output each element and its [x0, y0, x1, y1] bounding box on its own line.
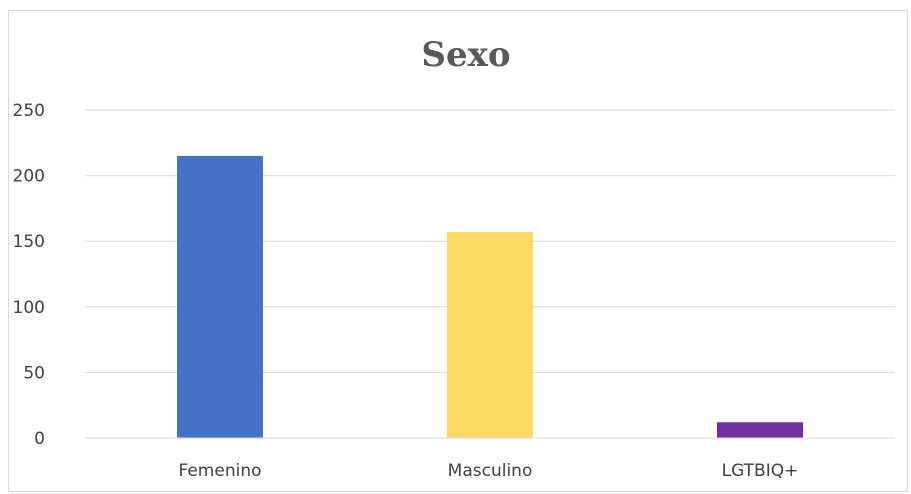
y-tick-label: 200 — [13, 167, 45, 187]
y-tick-label: 50 — [23, 363, 45, 383]
chart-title: Sexo — [421, 35, 510, 75]
y-tick-label: 250 — [13, 101, 45, 121]
x-category-label: LGTBIQ+ — [722, 461, 799, 481]
x-category-label: Masculino — [448, 461, 533, 481]
bar-femenino — [177, 155, 263, 439]
y-tick-label: 150 — [13, 232, 45, 252]
bars — [177, 155, 803, 439]
y-tick-label: 0 — [34, 429, 45, 449]
bar-lgtbiq — [717, 422, 803, 438]
x-category-label: Femenino — [179, 461, 262, 481]
x-axis-categories: Femenino Masculino LGTBIQ+ — [179, 461, 799, 481]
y-tick-label: 100 — [13, 298, 45, 318]
y-axis-ticks: 0 50 100 150 200 250 — [13, 101, 45, 449]
bar-masculino — [447, 232, 533, 438]
